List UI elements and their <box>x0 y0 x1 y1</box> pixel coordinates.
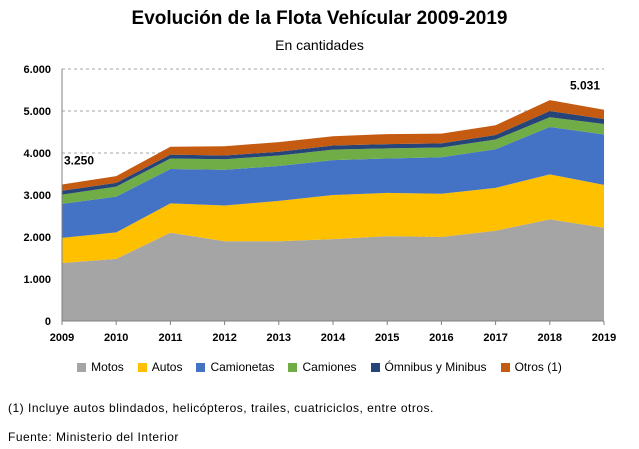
legend-label: Motos <box>91 360 124 374</box>
data-label-2019: 5.031 <box>570 79 600 93</box>
legend-swatch <box>196 362 206 372</box>
source-note: Fuente: Ministerio del Interior <box>8 430 179 444</box>
chart-legend: Motos Autos Camionetas Camiones Ómnibus y Mi… <box>0 360 639 374</box>
legend-label: Camionetas <box>210 360 275 374</box>
legend-label: Autos <box>151 360 183 374</box>
x-tick-label: 2018 <box>538 332 562 344</box>
legend-swatch <box>288 362 298 372</box>
y-tick-label: 1.000 <box>23 274 51 286</box>
area--mnibus-y-minibus <box>62 111 604 195</box>
footnote: (1) Incluye autos blindados, helicóptero… <box>8 401 434 415</box>
legend-swatch <box>370 362 380 372</box>
x-tick-label: 2011 <box>158 332 182 344</box>
area-autos <box>62 174 604 264</box>
x-tick-label: 2012 <box>212 332 236 344</box>
legend-item: Autos <box>137 360 183 374</box>
y-tick-label: 4.000 <box>23 148 51 160</box>
legend-swatch <box>137 362 147 372</box>
y-tick-label: 6.000 <box>23 64 51 76</box>
x-tick-label: 2017 <box>483 332 507 344</box>
x-tick-label: 2019 <box>592 332 616 344</box>
legend-item: Camiones <box>288 360 357 374</box>
legend-item: Camionetas <box>196 360 274 374</box>
y-tick-label: 5.000 <box>23 106 51 118</box>
chart-title: Evolución de la Flota Vehícular 2009-201… <box>131 8 508 29</box>
legend-item: Ómnibus y Minibus <box>370 360 487 374</box>
y-tick-label: 3.000 <box>23 190 51 202</box>
y-tick-label: 0 <box>45 316 51 328</box>
data-label-2009: 3.250 <box>64 154 94 168</box>
legend-label: Ómnibus y Minibus <box>384 360 487 374</box>
x-tick-label: 2016 <box>429 332 453 344</box>
x-tick-label: 2013 <box>267 332 291 344</box>
x-tick-label: 2015 <box>375 332 399 344</box>
area-camiones <box>62 117 604 204</box>
x-tick-label: 2009 <box>50 332 74 344</box>
legend-item: Motos <box>77 360 124 374</box>
legend-swatch <box>77 362 87 372</box>
legend-item: Otros (1) <box>500 360 562 374</box>
legend-swatch <box>500 362 510 372</box>
legend-label: Camiones <box>302 360 357 374</box>
chart-subtitle: En cantidades <box>275 37 364 53</box>
legend-label: Otros (1) <box>514 360 562 374</box>
area-camionetas <box>62 126 604 238</box>
area-otros-1 <box>62 100 604 191</box>
y-tick-label: 2.000 <box>23 232 51 244</box>
x-tick-label: 2014 <box>321 332 346 344</box>
area-motos <box>62 219 604 321</box>
x-tick-label: 2010 <box>104 332 128 344</box>
